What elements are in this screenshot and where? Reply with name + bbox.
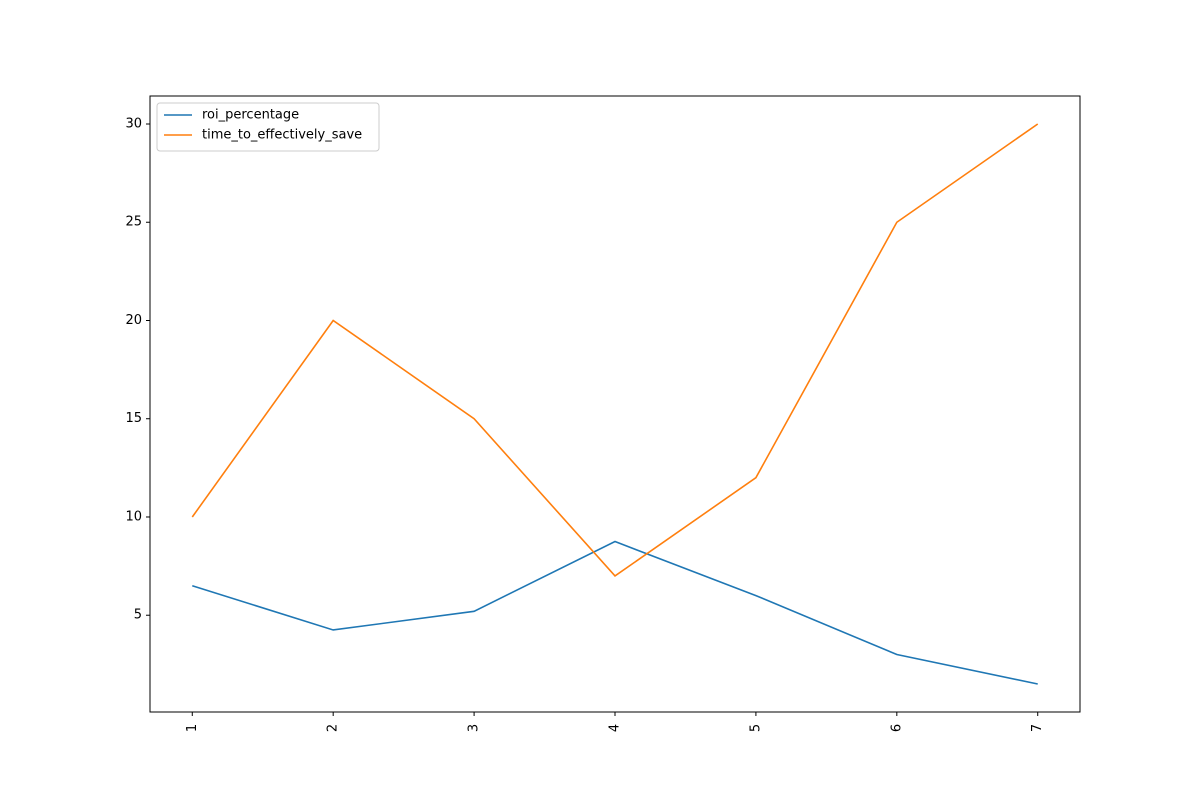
plot-frame	[149, 95, 1081, 713]
x-tick-label: 6	[889, 724, 904, 732]
x-tick-label: 1	[185, 724, 200, 732]
x-tick-label: 4	[608, 724, 623, 732]
legend-box	[156, 102, 380, 152]
x-tick-label: 2	[326, 724, 341, 732]
line	[192, 540, 1038, 685]
y-tick-label: 20	[125, 313, 142, 328]
y-tick-label: 10	[125, 509, 142, 524]
y-tick-label: 30	[125, 117, 142, 132]
x-tick-label: 3	[467, 724, 482, 732]
x-tick-label: 7	[1030, 724, 1045, 732]
x-tick-label: 5	[748, 724, 763, 732]
legend-label: time_to_effectively_save	[202, 128, 362, 143]
y-tick-label: 15	[125, 411, 142, 426]
y-tick-label: 25	[125, 215, 142, 230]
legend-label: roi_percentage	[202, 108, 299, 123]
legend: roi_percentage time_to_effectively_save	[156, 102, 380, 152]
y-tick-label: 5	[134, 608, 142, 623]
line	[191, 123, 1039, 577]
